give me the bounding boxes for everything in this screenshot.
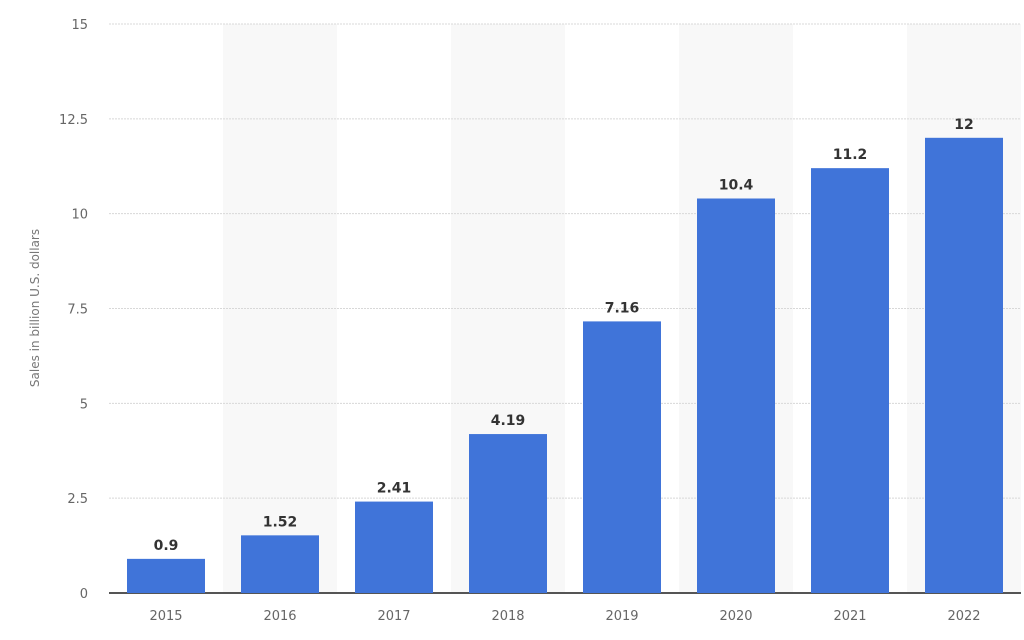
y-axis-label: Sales in billion U.S. dollars [28, 229, 42, 387]
y-tick-label: 12.5 [59, 113, 88, 128]
x-tick-label: 2020 [719, 609, 752, 624]
y-tick-label: 15 [71, 18, 88, 33]
bar-2015 [127, 558, 205, 593]
x-tick-label: 2018 [491, 609, 524, 624]
bar-2020 [697, 198, 775, 593]
data-label: 10.4 [719, 177, 754, 193]
y-tick-label: 0 [80, 587, 88, 602]
bar-2019 [583, 321, 661, 593]
y-tick-label: 5 [80, 397, 88, 412]
y-tick-label: 10 [71, 208, 88, 223]
bar-2017 [355, 501, 433, 593]
data-label: 11.2 [833, 147, 868, 163]
data-label: 4.19 [491, 413, 526, 429]
data-label: 0.9 [154, 538, 179, 554]
data-label: 1.52 [263, 514, 298, 530]
data-label: 7.16 [605, 300, 640, 316]
bar-2022 [925, 137, 1003, 594]
data-label: 2.41 [377, 481, 412, 497]
bar-2016 [241, 535, 319, 593]
data-label: 12 [954, 117, 973, 133]
x-tick-label: 2015 [149, 609, 182, 624]
bar-2018 [469, 434, 547, 593]
bar-2021 [811, 168, 889, 593]
x-tick-label: 2022 [947, 609, 980, 624]
x-tick-label: 2017 [377, 609, 410, 624]
y-tick-label: 2.5 [67, 492, 88, 507]
x-tick-label: 2019 [605, 609, 638, 624]
x-tick-label: 2016 [263, 609, 296, 624]
y-tick-label: 7.5 [67, 303, 88, 318]
x-tick-label: 2021 [833, 609, 866, 624]
